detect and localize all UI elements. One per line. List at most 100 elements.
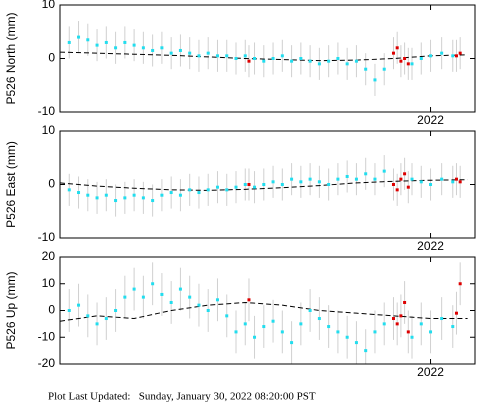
point: [440, 317, 444, 321]
point: [403, 172, 407, 176]
panel: P526 Up (mm) -20 -10 0 10 20 2022: [4, 249, 476, 379]
panel: P526 North (mm) -10 0 10 2022: [4, 0, 476, 127]
point: [364, 67, 368, 71]
point: [406, 330, 410, 334]
point: [77, 303, 81, 307]
y-tick-label: 20: [42, 249, 56, 263]
plot-frame: [59, 4, 476, 113]
point: [169, 300, 173, 304]
point: [290, 341, 294, 345]
point: [458, 180, 462, 184]
point: [429, 330, 433, 334]
point: [151, 199, 155, 203]
point: [169, 191, 173, 195]
point: [77, 191, 81, 195]
model-line: [60, 301, 468, 322]
point: [86, 38, 90, 42]
point: [215, 185, 219, 189]
point: [86, 193, 90, 197]
y-tick-label: -10: [38, 104, 56, 118]
point: [354, 177, 358, 181]
point: [160, 46, 164, 50]
point: [104, 317, 108, 321]
y-axis-label: P526 Up (mm): [4, 271, 18, 349]
point: [197, 191, 201, 195]
point: [197, 54, 201, 58]
point: [280, 54, 284, 58]
point: [406, 185, 410, 189]
point: [345, 174, 349, 178]
point: [280, 183, 284, 186]
point: [215, 298, 219, 302]
point: [243, 183, 247, 186]
point: [141, 196, 145, 200]
point: [382, 169, 386, 173]
point: [243, 322, 247, 326]
plot-frame: [59, 256, 476, 365]
point: [299, 180, 303, 184]
point: [197, 303, 201, 307]
point: [419, 322, 423, 326]
footer: Plot Last Updated: Sunday, January 30, 2…: [48, 391, 316, 403]
point: [160, 193, 164, 197]
point: [345, 335, 349, 339]
point: [345, 62, 349, 66]
point: [247, 298, 251, 302]
y-tick-label: 0: [48, 303, 55, 317]
point: [206, 188, 210, 192]
y-tick-label: -10: [38, 329, 56, 343]
point: [395, 188, 399, 192]
point: [399, 59, 403, 63]
point: [373, 78, 377, 82]
point: [188, 295, 192, 299]
point: [206, 51, 210, 55]
point: [327, 183, 331, 186]
point: [410, 335, 414, 339]
point: [104, 193, 108, 197]
point: [253, 185, 257, 189]
plot-area: [60, 262, 468, 364]
point: [188, 188, 192, 192]
point: [215, 54, 219, 58]
point: [271, 180, 275, 184]
y-axis-label: P526 East (mm): [4, 141, 18, 228]
point: [247, 183, 251, 186]
point: [151, 48, 155, 52]
point: [141, 46, 145, 50]
point: [451, 54, 455, 58]
point: [67, 40, 71, 44]
point: [253, 335, 257, 339]
x-tick-label: 2022: [417, 239, 444, 253]
point: [234, 57, 238, 60]
point: [440, 51, 444, 55]
point: [336, 177, 340, 181]
point: [225, 314, 229, 318]
point: [95, 196, 99, 200]
point: [95, 322, 99, 326]
point: [67, 309, 71, 312]
point: [458, 51, 462, 55]
point: [419, 180, 423, 184]
point: [317, 180, 321, 184]
point: [399, 177, 403, 181]
point: [77, 35, 81, 39]
model-line: [60, 179, 468, 191]
y-tick-label: 10: [42, 123, 56, 137]
y-tick-label: 0: [48, 51, 55, 65]
x-tick-label: 2022: [417, 365, 444, 379]
point: [454, 54, 458, 58]
point: [188, 51, 192, 55]
point: [123, 196, 127, 200]
point: [280, 330, 284, 334]
point: [132, 43, 136, 47]
point: [403, 300, 407, 304]
y-tick-label: 0: [48, 177, 55, 191]
point: [364, 172, 368, 176]
point: [395, 46, 399, 50]
point: [454, 177, 458, 181]
point: [458, 282, 462, 286]
x-tick-label: 2022: [417, 113, 444, 127]
point: [382, 322, 386, 326]
point: [406, 62, 410, 66]
point: [169, 51, 173, 55]
